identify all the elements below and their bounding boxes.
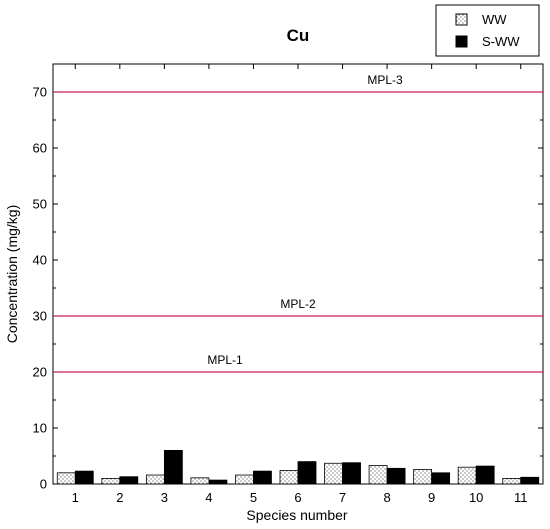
bar-s-ww-11 — [520, 476, 540, 485]
bar-s-ww-8 — [386, 467, 406, 485]
x-tick-label: 7 — [339, 490, 346, 505]
y-axis-title: Concentration (mg/kg) — [4, 205, 20, 344]
x-tick-label: 1 — [72, 490, 79, 505]
y-tick-label: 60 — [33, 141, 47, 156]
bar-s-ww-6 — [297, 461, 317, 485]
bar-ww-5 — [235, 474, 254, 485]
x-tick-label: 6 — [294, 490, 301, 505]
x-tick-label: 4 — [205, 490, 212, 505]
x-tick-label: 10 — [469, 490, 483, 505]
y-tick-label: 10 — [33, 421, 47, 436]
chart-title: Cu — [287, 26, 310, 45]
x-tick-label: 11 — [514, 490, 528, 505]
bar-ww-11 — [502, 477, 522, 485]
reference-lines: MPL-1 MPL-2 MPL-3 — [53, 73, 543, 373]
bar-ww-10 — [457, 466, 477, 485]
legend: WW S-WW — [435, 4, 540, 57]
plot-frame — [52, 63, 544, 485]
bar-s-ww-1 — [74, 470, 94, 485]
y-tick-label: 30 — [33, 309, 47, 324]
legend-label-sww: S-WW — [482, 34, 520, 49]
bar-ww-1 — [56, 472, 76, 485]
bar-ww-7 — [324, 462, 343, 485]
bar-s-ww-4 — [208, 479, 228, 485]
legend-swatch-ww — [455, 13, 468, 26]
bar-ww-2 — [101, 477, 121, 485]
reference-line-label: MPL-2 — [280, 297, 316, 311]
y-tick-label: 40 — [33, 253, 47, 268]
bar-s-ww-7 — [342, 462, 361, 485]
bar-ww-6 — [279, 470, 299, 485]
x-axis-title: Species number — [246, 507, 348, 523]
bar-s-ww-9 — [431, 472, 451, 485]
y-tick-label: 0 — [40, 477, 47, 492]
x-tick-label: 9 — [428, 490, 435, 505]
bars — [56, 449, 540, 485]
y-tick-label: 20 — [33, 365, 47, 380]
y-tick-label: 50 — [33, 197, 47, 212]
bar-ww-3 — [145, 474, 165, 485]
legend-label-ww: WW — [482, 12, 507, 27]
bar-s-ww-2 — [119, 476, 139, 485]
y-axis-ticks: 0 10 20 30 40 50 60 70 — [33, 85, 543, 492]
plot-area: 0 10 20 30 40 50 60 70 1 2 3 4 5 6 7 8 9 10 11 MPL-1 MPL-2… — [33, 63, 544, 505]
legend-box — [435, 4, 540, 57]
x-axis-ticks: 1 2 3 4 5 6 7 8 9 10 11 — [72, 64, 528, 505]
legend-swatch-sww — [455, 35, 468, 48]
bar-s-ww-5 — [253, 470, 272, 485]
x-tick-label: 3 — [161, 490, 168, 505]
x-tick-label: 5 — [250, 490, 257, 505]
bar-s-ww-3 — [163, 449, 183, 485]
x-tick-label: 2 — [116, 490, 123, 505]
reference-line-label: MPL-3 — [367, 73, 403, 87]
bar-ww-8 — [368, 465, 388, 485]
bar-s-ww-10 — [475, 465, 495, 485]
y-tick-label: 70 — [33, 85, 47, 100]
reference-line-label: MPL-1 — [207, 353, 243, 367]
bar-ww-4 — [190, 477, 210, 485]
bar-ww-9 — [413, 469, 433, 485]
x-tick-label: 8 — [383, 490, 390, 505]
